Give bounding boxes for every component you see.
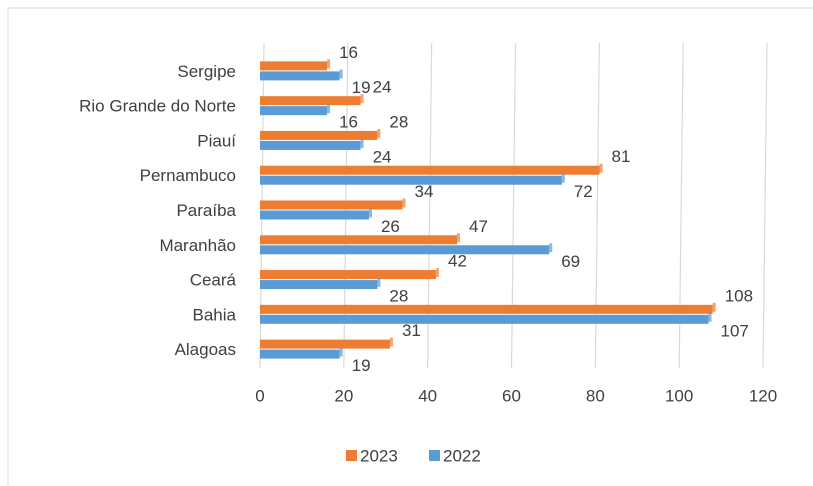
bar <box>260 280 378 290</box>
x-tick-label: 20 <box>334 386 353 405</box>
x-tick-label: 60 <box>502 386 521 405</box>
y-tick-label: Bahia <box>193 305 237 324</box>
bar-top <box>327 59 331 69</box>
bar <box>260 245 550 255</box>
bar-top <box>360 138 364 148</box>
bar <box>260 175 562 185</box>
bar <box>260 235 458 245</box>
bar-top <box>377 128 381 138</box>
data-label: 24 <box>373 147 392 166</box>
bar-top <box>549 243 553 253</box>
y-tick-label: Piauí <box>197 131 236 150</box>
data-label: 34 <box>415 182 434 201</box>
data-label: 16 <box>339 43 358 62</box>
chart-frame <box>7 7 813 486</box>
data-label: 47 <box>469 217 488 236</box>
bar <box>260 130 378 140</box>
bar-top <box>360 94 364 104</box>
data-label: 19 <box>352 356 371 375</box>
bar <box>260 304 713 314</box>
data-label: 26 <box>381 217 400 236</box>
bar <box>260 71 340 81</box>
bar-top <box>708 312 712 322</box>
bar-top <box>436 268 440 278</box>
data-label: 81 <box>612 147 631 166</box>
x-tick-label: 120 <box>749 386 777 405</box>
bar <box>260 140 361 150</box>
data-label: 28 <box>389 112 408 131</box>
bar <box>260 349 340 359</box>
data-label: 69 <box>561 252 580 271</box>
data-label: 16 <box>339 113 358 132</box>
bar-top <box>561 173 565 183</box>
x-tick-label: 0 <box>255 386 264 405</box>
bar-top <box>377 278 381 288</box>
data-label: 24 <box>373 78 392 97</box>
bar <box>260 96 361 106</box>
bar-top <box>457 233 461 243</box>
bar-top <box>712 302 716 312</box>
data-label: 28 <box>389 287 408 306</box>
x-tick-label: 80 <box>586 386 605 405</box>
bar <box>260 314 709 324</box>
bar-top <box>339 69 343 79</box>
y-tick-label: Paraíba <box>176 201 236 220</box>
y-tick-label: Sergipe <box>177 62 236 81</box>
data-label: 31 <box>402 321 421 340</box>
legend-label: 2022 <box>443 446 481 465</box>
bar <box>260 210 369 220</box>
data-label: 72 <box>574 182 593 201</box>
bar <box>260 339 390 349</box>
grid-line <box>762 42 768 369</box>
legend-swatch <box>429 450 440 461</box>
x-tick-label: 40 <box>418 386 437 405</box>
y-tick-label: Ceará <box>190 271 237 290</box>
bar <box>260 165 600 175</box>
bar <box>260 270 437 280</box>
y-tick-label: Pernambuco <box>140 166 236 185</box>
y-tick-label: Alagoas <box>175 340 236 359</box>
data-label: 19 <box>352 78 371 97</box>
data-label: 42 <box>448 252 467 271</box>
bar <box>260 200 403 210</box>
y-tick-label: Maranhão <box>159 236 236 255</box>
data-label: 107 <box>721 321 749 340</box>
x-tick-label: 100 <box>665 386 693 405</box>
bar-top <box>339 347 343 357</box>
data-label: 108 <box>725 286 753 305</box>
bar-top <box>368 208 372 218</box>
bar-top <box>599 163 603 173</box>
legend-label: 2023 <box>360 446 398 465</box>
bar-top <box>327 104 331 114</box>
legend-swatch <box>346 450 357 461</box>
bar <box>260 106 328 116</box>
bar-top <box>402 198 406 208</box>
bar-top <box>389 337 393 347</box>
y-tick-label: Rio Grande do Norte <box>79 97 236 116</box>
bar <box>260 61 328 71</box>
